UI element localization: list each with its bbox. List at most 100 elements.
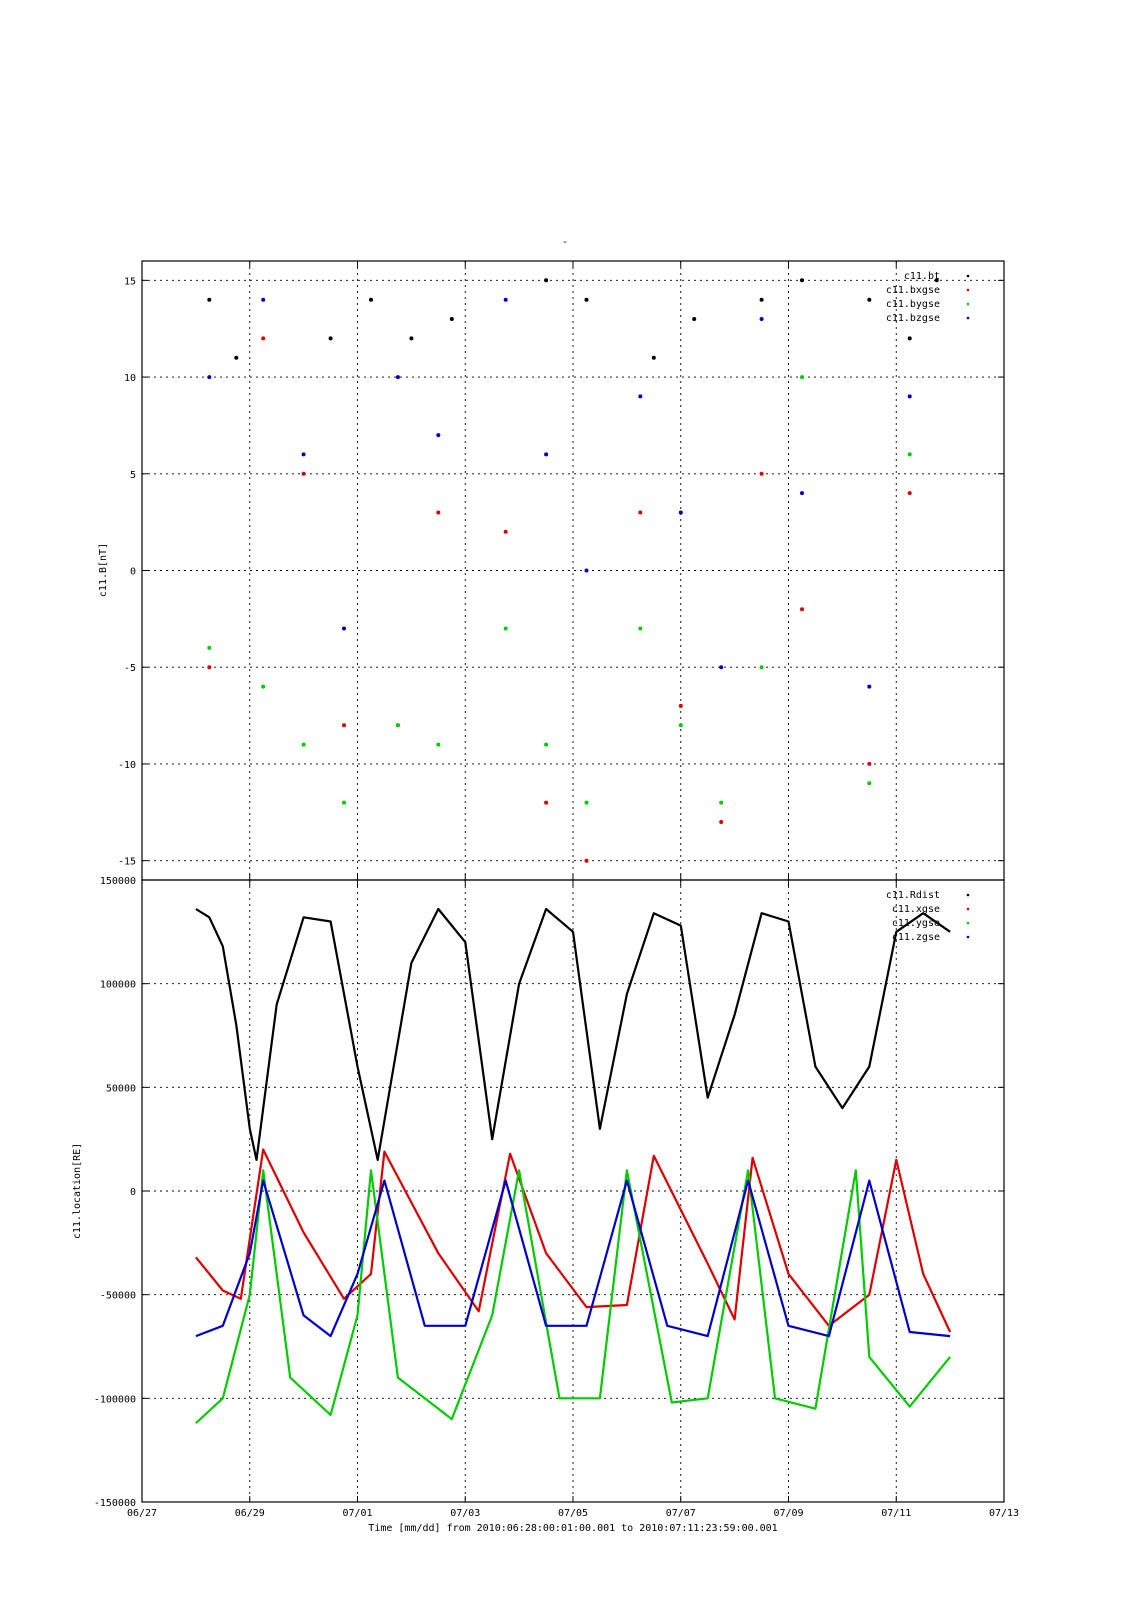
bottom-y-tick-label: -50000 bbox=[100, 1291, 136, 1302]
data-point bbox=[800, 607, 804, 612]
data-point bbox=[584, 297, 589, 302]
top-y-tick-label: 0 bbox=[130, 567, 136, 578]
data-point bbox=[342, 723, 346, 728]
data-point bbox=[207, 665, 212, 670]
data-point bbox=[409, 336, 414, 341]
series-points-c11-bxgse bbox=[207, 336, 912, 863]
legend-marker bbox=[966, 302, 970, 306]
data-point bbox=[234, 355, 239, 360]
top-y-ticks: -15 -10 -5 0 5 10 15 bbox=[118, 276, 136, 867]
data-point bbox=[907, 394, 912, 399]
data-point bbox=[342, 800, 346, 805]
data-point bbox=[800, 375, 804, 380]
data-point bbox=[638, 394, 643, 399]
data-point bbox=[584, 858, 589, 863]
data-point bbox=[638, 510, 643, 515]
data-point bbox=[867, 781, 872, 786]
data-point bbox=[544, 742, 549, 747]
legend-label: c11.zgse bbox=[892, 932, 940, 943]
top-y-tick-label: 10 bbox=[124, 373, 136, 384]
data-point bbox=[449, 317, 454, 321]
series-points-c11-bt bbox=[207, 278, 939, 360]
data-point bbox=[342, 626, 346, 631]
top-y-axis-label: c11.B[nT] bbox=[98, 543, 109, 597]
series-points-c11-bzgse bbox=[207, 297, 912, 689]
data-point bbox=[436, 742, 441, 747]
data-point bbox=[678, 703, 683, 708]
bottom-y-tick-label: 50000 bbox=[106, 1083, 136, 1094]
series-line-c11-xgse bbox=[195, 1148, 952, 1333]
data-point bbox=[584, 568, 589, 573]
top-y-tick-label: -5 bbox=[124, 663, 136, 674]
data-point bbox=[638, 626, 643, 631]
legend-marker bbox=[966, 921, 970, 925]
top-grid bbox=[141, 261, 1005, 880]
bottom-y-axis-label: c11.location[RE] bbox=[72, 1143, 83, 1239]
bottom-legend: c11.Rdist c11.xgse c11.ygse c11.zgse bbox=[886, 890, 970, 943]
x-tick-label: 07/05 bbox=[558, 1508, 588, 1519]
data-point bbox=[800, 278, 804, 283]
data-point bbox=[678, 510, 683, 515]
data-point bbox=[719, 800, 724, 805]
top-legend: c11.bt c11.bxgse c11.bygse c11.bzgse bbox=[886, 271, 970, 324]
top-y-tick-label: -15 bbox=[118, 857, 136, 868]
legend-label: c11.Rdist bbox=[886, 890, 940, 901]
legend-label: c11.ygse bbox=[892, 918, 940, 929]
x-tick-label: 06/27 bbox=[127, 1508, 157, 1519]
top-y-tick-label: 15 bbox=[124, 276, 136, 287]
bottom-y-tick-label: 100000 bbox=[100, 980, 136, 991]
legend-marker bbox=[966, 274, 970, 278]
data-point bbox=[544, 278, 549, 283]
data-point bbox=[719, 665, 724, 670]
data-point bbox=[503, 297, 508, 302]
data-point bbox=[436, 510, 441, 515]
bottom-y-tick-label: -100000 bbox=[94, 1394, 136, 1405]
data-point bbox=[436, 433, 441, 438]
data-point bbox=[759, 471, 764, 476]
data-point bbox=[719, 820, 724, 824]
data-point bbox=[867, 297, 872, 302]
data-point bbox=[328, 336, 333, 341]
data-point bbox=[207, 375, 212, 380]
data-point bbox=[395, 723, 400, 728]
data-point bbox=[800, 491, 804, 496]
data-point bbox=[207, 645, 212, 650]
bottom-y-tick-label: 150000 bbox=[100, 876, 136, 887]
bottom-y-ticks: -150000 -100000 -50000 0 50000 100000 150000 bbox=[94, 876, 136, 1509]
x-tick-label: 06/29 bbox=[235, 1508, 265, 1519]
series-line-c11-ygse bbox=[195, 1169, 951, 1425]
data-point bbox=[759, 317, 764, 321]
data-point bbox=[867, 684, 872, 689]
legend-marker bbox=[966, 907, 970, 911]
x-tick-label: 07/01 bbox=[342, 1508, 372, 1519]
bottom-plot-frame bbox=[141, 879, 1005, 1503]
data-point bbox=[503, 626, 508, 631]
series-line-c11-Rdist bbox=[195, 907, 951, 1162]
data-point bbox=[301, 471, 306, 476]
bottom-series bbox=[195, 907, 952, 1425]
data-point bbox=[544, 800, 549, 805]
data-point bbox=[759, 665, 764, 670]
data-point bbox=[301, 452, 306, 457]
legend-label: c11.bygse bbox=[886, 299, 940, 310]
data-point bbox=[261, 336, 266, 341]
data-point bbox=[584, 800, 589, 805]
legend-marker bbox=[966, 316, 970, 320]
legend-label: c11.bt bbox=[904, 271, 940, 282]
data-point bbox=[207, 297, 212, 302]
data-point bbox=[934, 278, 939, 283]
bottom-x-ticks: 06/27 06/29 07/01 07/03 07/05 07/07 07/09 07/11… bbox=[127, 1508, 1019, 1519]
data-point bbox=[692, 317, 697, 321]
data-point bbox=[651, 355, 656, 360]
legend-label: c11.bzgse bbox=[886, 313, 940, 324]
legend-marker bbox=[966, 935, 970, 939]
data-point bbox=[678, 723, 683, 728]
x-tick-label: 07/07 bbox=[666, 1508, 696, 1519]
top-y-tick-label: 5 bbox=[130, 470, 136, 481]
data-point bbox=[907, 491, 912, 496]
data-point bbox=[301, 742, 306, 747]
series-points-c11-bygse bbox=[207, 375, 912, 805]
data-point bbox=[759, 297, 764, 302]
x-tick-label: 07/09 bbox=[773, 1508, 803, 1519]
